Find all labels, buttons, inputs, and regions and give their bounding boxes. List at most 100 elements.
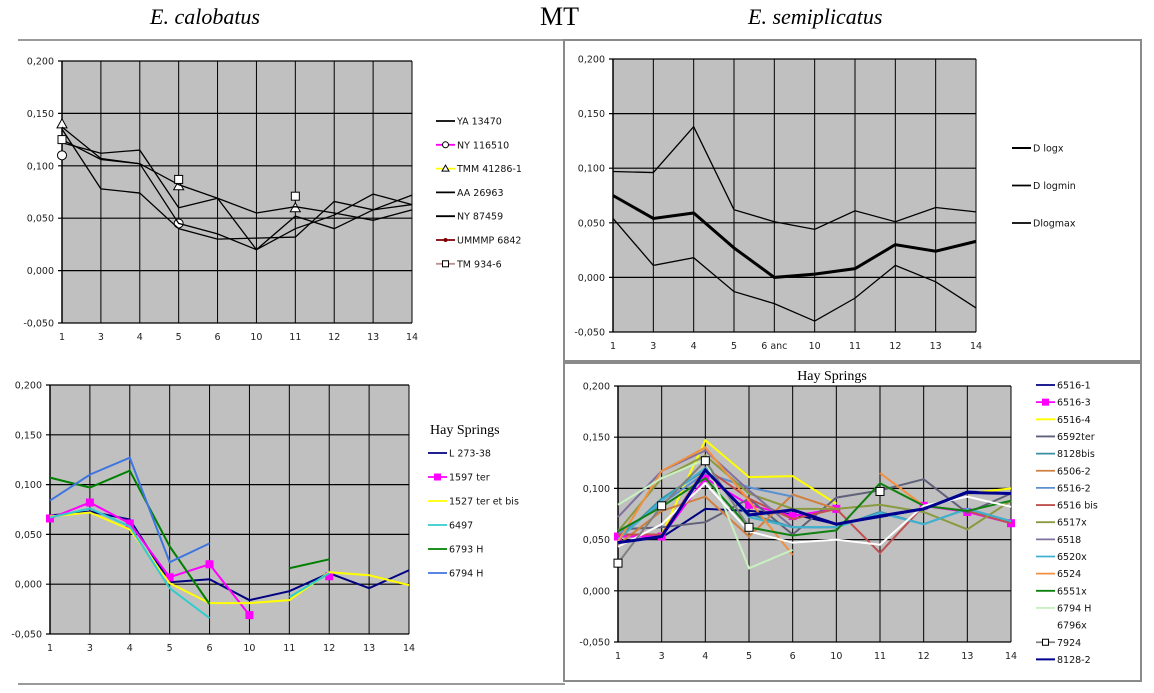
x-tick-label: 13	[363, 643, 375, 654]
y-tick-label: -0,050	[579, 638, 610, 649]
data-point	[46, 514, 54, 523]
legend-label: D logx	[1033, 144, 1064, 155]
legend-label: NY 116510	[457, 140, 509, 151]
data-point	[745, 500, 753, 509]
legend-label: Dlogmax	[1033, 219, 1076, 230]
legend-label: 6516-3	[1057, 398, 1091, 409]
x-tick-label: 14	[970, 341, 982, 352]
data-point	[85, 498, 94, 507]
y-tick-label: 0,150	[15, 430, 42, 441]
series-line-aa-26963	[61, 128, 413, 240]
x-tick-label: 10	[830, 651, 842, 662]
series-line-6793-h	[289, 558, 330, 570]
y-tick-label: 0,100	[578, 164, 605, 175]
x-tick-label: 13	[930, 341, 942, 352]
y-tick-label: -0,050	[23, 319, 54, 330]
legend-item: 6506-2	[1036, 466, 1091, 477]
x-tick-label: 13	[961, 651, 973, 662]
legend-label: D logmin	[1033, 181, 1076, 192]
y-tick-label: 0,000	[15, 580, 42, 591]
legend-title: Hay Springs	[430, 423, 500, 438]
legend-item: 6551x	[1036, 586, 1087, 597]
data-point	[290, 191, 300, 201]
legend-item: 6794 H	[1036, 603, 1091, 614]
legend-label: UMMMP 6842	[457, 236, 521, 247]
legend-label: 6592ter	[1057, 432, 1095, 443]
x-tick-label: 4	[127, 643, 133, 654]
data-point	[614, 532, 622, 541]
legend-item: UMMMP 6842	[436, 236, 521, 247]
x-tick-label: 3	[659, 651, 665, 662]
legend-item: 6592ter	[1036, 432, 1095, 443]
legend-item: 6796x	[1036, 621, 1087, 632]
panel-frame-top-right	[563, 39, 1142, 362]
data-point	[613, 558, 623, 568]
legend-label: 7924	[1057, 638, 1081, 649]
x-tick-label: 6	[790, 651, 796, 662]
data-point	[325, 572, 334, 581]
legend-label: L 273-38	[449, 449, 491, 460]
series-line-6551x	[617, 476, 1012, 537]
x-tick-label: 4	[702, 651, 708, 662]
x-tick-label: 1	[615, 651, 621, 662]
legend-item: 6793 H	[428, 545, 483, 556]
series-line-6794-h	[49, 456, 210, 564]
legend-label: AA 26963	[457, 188, 504, 199]
x-tick-label: 6	[215, 332, 221, 343]
data-point	[56, 117, 68, 129]
data-point	[57, 150, 67, 161]
x-tick-label: 5	[746, 651, 752, 662]
chart-calobatus-hay-springs: 1 3 4 5 6 10 11 12 13 14-0,0500,0000,0500,1000,15…	[11, 381, 519, 655]
data-point	[245, 611, 254, 620]
x-tick-label: 5	[731, 341, 737, 352]
chart-semiplicatus-hay-springs: 1 3 4 5 6 10 11 12 13 14-0,0500,0000,0500,1000,15…	[579, 369, 1097, 666]
y-tick-label: 0,000	[578, 273, 605, 284]
top-divider	[18, 39, 565, 41]
x-tick-label: 3	[87, 643, 93, 654]
legend-item: 6516 bis	[1036, 501, 1098, 512]
bottom-divider	[18, 683, 565, 685]
y-tick-label: 0,050	[578, 218, 605, 229]
legend-item: 6497	[428, 521, 473, 532]
series-line-ummmp-6842	[61, 126, 413, 221]
y-tick-label: -0,050	[11, 630, 42, 641]
legend-label: 6516-2	[1057, 483, 1091, 494]
series-line-d-logmin	[612, 218, 977, 322]
legend-label: 8128bis	[1057, 449, 1095, 460]
legend-item: 6516-1	[1036, 381, 1091, 392]
chart-calobatus-mt: 1 3 4 5 6 10 11 12 13 14-0,0500,0000,0500,1000,15…	[23, 57, 522, 344]
legend-label: 6794 H	[1057, 603, 1091, 614]
y-tick-label: -0,050	[574, 328, 605, 339]
legend-label: 1597 ter	[449, 473, 490, 484]
legend-item: AA 26963	[436, 188, 504, 199]
legend-label: NY 87459	[457, 212, 503, 223]
x-tick-label: 14	[406, 332, 418, 343]
x-tick-label: 12	[918, 651, 930, 662]
data-point	[125, 519, 134, 528]
x-tick-label: 1	[59, 332, 65, 343]
data-point	[205, 560, 214, 569]
legend-item: 8128-2	[1036, 655, 1091, 666]
legend-item: 6516-3	[1036, 398, 1091, 409]
series-line-6497	[49, 507, 211, 619]
data-point	[700, 456, 710, 466]
y-tick-label: 0,100	[15, 480, 42, 491]
legend-marker	[1042, 398, 1049, 406]
legend-label: 6506-2	[1057, 466, 1091, 477]
legend-item: 6794 H	[428, 569, 483, 580]
legend-label: TM 934-6	[456, 259, 502, 270]
series-line-8128-2	[617, 467, 1012, 545]
data-point	[57, 135, 67, 145]
x-tick-label: 14	[1005, 651, 1017, 662]
x-tick-label: 3	[98, 332, 104, 343]
legend-label: 6516 bis	[1057, 501, 1098, 512]
data-point	[744, 522, 754, 532]
y-tick-label: 0,200	[578, 55, 605, 66]
x-tick-label: 11	[849, 341, 861, 352]
y-tick-label: 0,050	[27, 214, 54, 225]
data-point	[165, 573, 174, 582]
legend-item: Dlogmax	[1012, 219, 1076, 230]
y-tick-label: 0,200	[583, 382, 610, 393]
legend-item: YA 13470	[436, 117, 502, 128]
